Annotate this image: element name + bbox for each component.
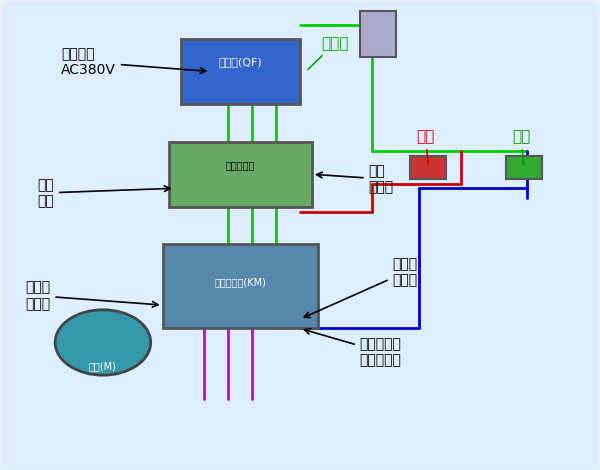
Bar	[169, 141, 312, 207]
Bar	[181, 39, 300, 104]
Bar	[506, 156, 542, 179]
Text: 电机(M): 电机(M)	[89, 361, 117, 371]
Text: 断路器(QF): 断路器(QF)	[218, 57, 262, 67]
Text: 断路器: 断路器	[308, 36, 348, 70]
Bar	[360, 11, 395, 57]
Ellipse shape	[55, 310, 151, 375]
Bar	[410, 156, 446, 179]
Text: 停止: 停止	[416, 129, 435, 164]
Bar	[163, 244, 318, 329]
Text: 综合保护器: 综合保护器	[226, 160, 255, 170]
Text: 接线
圈端: 接线 圈端	[37, 178, 170, 208]
Text: 电源电压
AC380V: 电源电压 AC380V	[61, 47, 206, 77]
Text: 这一对辅助
常开是自锁: 这一对辅助 常开是自锁	[304, 329, 401, 367]
Text: 这三根
接电机: 这三根 接电机	[25, 281, 158, 311]
Text: 交流接触器(KM): 交流接触器(KM)	[214, 277, 266, 287]
Text: 启动: 启动	[512, 129, 530, 164]
Text: 综合
保护器: 综合 保护器	[317, 164, 394, 194]
Text: 接线圈
另一端: 接线圈 另一端	[304, 257, 418, 318]
